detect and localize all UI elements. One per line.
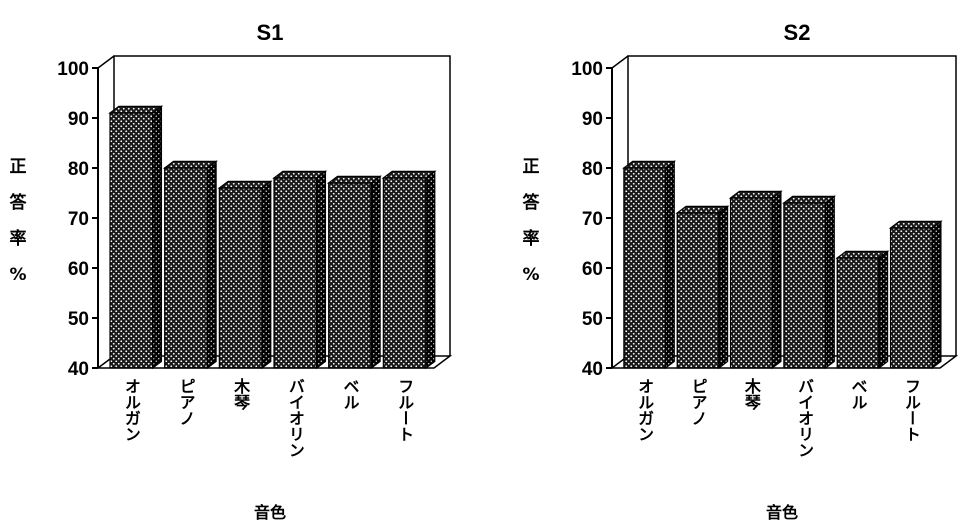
bar	[728, 190, 783, 370]
x-tick-label: フルート	[395, 378, 414, 442]
y-tick-label: 90	[68, 109, 89, 130]
y-tick-label: 50	[68, 309, 89, 330]
x-tick-label: ピアノ	[689, 378, 708, 426]
bar	[272, 170, 328, 370]
x-tick-label: ピアノ	[177, 378, 196, 426]
bar-side	[316, 170, 327, 370]
bar	[782, 195, 837, 370]
bar-front	[783, 202, 827, 369]
y-axis-label: 率	[523, 228, 540, 249]
bar-side	[370, 175, 381, 370]
bar-front	[382, 177, 427, 369]
bar-front	[836, 257, 880, 369]
y-tick-label: 80	[582, 159, 603, 180]
x-tick-label: オルガン	[122, 378, 141, 442]
x-tick-label: 木琴	[231, 377, 251, 411]
chart-title: S2	[784, 20, 811, 45]
bar-front	[623, 167, 667, 369]
bar-side	[931, 220, 942, 370]
bar-side	[824, 195, 835, 370]
bar	[162, 160, 218, 370]
y-axis-label: 答	[523, 192, 541, 213]
y-axis-label: 答	[10, 192, 28, 213]
chart-2: S2 40 50 60 70 80 90 100 正答率% オルガン ピアノ 木琴 バイオリン ベル フルー…	[522, 20, 959, 522]
y-tick-label: 90	[582, 109, 603, 130]
bar	[217, 180, 273, 370]
x-tick-label: 木琴	[742, 377, 762, 411]
bar-front	[729, 197, 773, 369]
y-tick-label: 100	[57, 59, 89, 80]
bar-front	[328, 182, 372, 369]
bar	[888, 220, 943, 370]
y-axis-top-edge	[611, 55, 629, 69]
y-tick-label: 40	[582, 359, 603, 380]
bar	[835, 250, 890, 370]
bar	[675, 205, 730, 370]
chart-1: S1 40 50 60 70 80 90 100 正答率% オルガン ピアノ 木琴 バイオリン ベル フルー…	[9, 20, 453, 522]
y-tick-label: 70	[582, 209, 603, 230]
bar-front	[218, 187, 263, 369]
bar-side	[152, 105, 163, 370]
y-tick-label: 40	[68, 359, 89, 380]
y-tick-label: 70	[68, 209, 89, 230]
bar-side	[206, 160, 217, 370]
y-tick-label: 60	[68, 259, 89, 280]
bar-front	[109, 112, 154, 369]
x-tick-label: バイオリン	[286, 378, 305, 458]
x-tick-label: バイオリン	[795, 378, 814, 458]
bar-side	[771, 190, 782, 370]
y-axis-label: %	[9, 265, 26, 285]
bar-side	[664, 160, 675, 370]
bar-side	[718, 205, 729, 370]
y-tick-label: 60	[582, 259, 603, 280]
bar-front	[889, 227, 933, 369]
bar-front	[164, 167, 208, 369]
x-axis-label: 音色	[766, 503, 798, 522]
y-tick-label: 50	[582, 309, 603, 330]
y-axis-label: 正	[10, 157, 27, 177]
y-tick-label: 80	[68, 159, 89, 180]
bar	[326, 175, 382, 370]
y-axis-label: %	[522, 265, 539, 285]
bar-front	[676, 212, 720, 369]
y-axis-label: 正	[523, 157, 540, 177]
chart-title: S1	[257, 20, 284, 45]
x-tick-label: ベル	[341, 378, 360, 410]
y-axis-label: 率	[10, 228, 27, 249]
x-axis-label: 音色	[254, 503, 286, 522]
bar-side	[425, 170, 436, 370]
x-tick-label: ベル	[849, 378, 868, 410]
bar	[381, 170, 437, 370]
bar	[108, 105, 164, 370]
bar-side	[261, 180, 272, 370]
bar	[622, 160, 677, 370]
bar-side	[878, 250, 889, 370]
x-tick-label: フルート	[902, 378, 921, 442]
bar-front	[273, 177, 318, 369]
y-tick-label: 100	[571, 59, 603, 80]
x-tick-label: オルガン	[635, 378, 654, 442]
y-axis-top-edge	[97, 55, 115, 69]
